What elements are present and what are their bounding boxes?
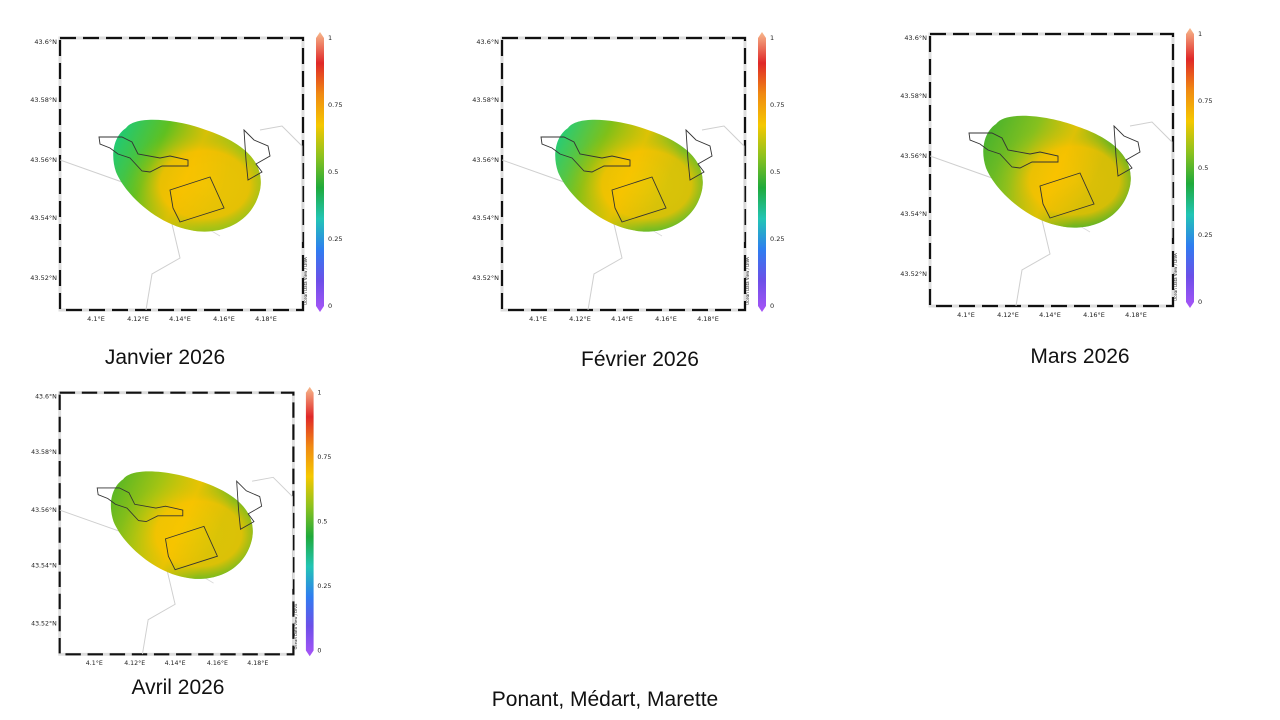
- colorbar-tick-label: 1: [328, 34, 332, 42]
- lat-tick-label: 43.58°N: [900, 92, 927, 100]
- colorbar-tick-label: 0.75: [328, 101, 342, 109]
- lat-tick-label: 43.58°N: [30, 96, 57, 104]
- colorbar-tick-label: 0.75: [317, 454, 331, 461]
- lat-tick-label: 43.56°N: [31, 506, 57, 514]
- lon-tick-label: 4.12°E: [127, 315, 149, 323]
- colorbar-tick-label: 0.5: [1198, 164, 1208, 172]
- lat-tick-label: 43.58°N: [472, 96, 499, 104]
- lon-tick-label: 4.18°E: [697, 315, 719, 323]
- colorbar-tick-label: 1: [770, 34, 774, 42]
- colorbar-tick-label: 0.5: [328, 168, 338, 176]
- colorbar-tick-label: 0.25: [328, 235, 342, 243]
- lon-tick-label: 4.16°E: [655, 315, 677, 323]
- lat-tick-label: 43.54°N: [30, 214, 57, 222]
- map-figure: 43.6°N 43.58°N 43.56°N 43.54°N 43.52°N 4.1°E 4…: [31, 386, 331, 667]
- lat-tick-label: 43.52°N: [30, 274, 57, 282]
- lat-tick-label: 43.54°N: [900, 210, 927, 218]
- panel-caption: Janvier 2026: [104, 346, 226, 369]
- lon-tick-label: 4.12°E: [124, 659, 145, 667]
- map-credit: Ocean Data View / DIVA: [745, 257, 750, 305]
- lon-tick-label: 4.18°E: [255, 315, 277, 323]
- map-panel: 43.6°N 43.58°N 43.56°N 43.54°N 43.52°N 4.1°E 4…: [30, 30, 342, 323]
- lon-tick-label: 4.14°E: [611, 315, 633, 323]
- lat-tick-label: 43.6°N: [904, 34, 927, 42]
- map-figure: 43.6°N 43.58°N 43.56°N 43.54°N 43.52°N 4.1°E 4…: [30, 32, 342, 323]
- lon-tick-label: 4.12°E: [997, 311, 1019, 319]
- lon-tick-label: 4.14°E: [165, 659, 186, 667]
- map-credit: Ocean Data View / DIVA: [1173, 253, 1178, 301]
- lat-tick-label: 43.52°N: [31, 619, 57, 627]
- lat-tick-label: 43.54°N: [472, 214, 499, 222]
- lon-tick-label: 4.1°E: [86, 659, 103, 667]
- lon-tick-label: 4.16°E: [1083, 311, 1105, 319]
- lat-tick-label: 43.6°N: [35, 392, 57, 400]
- lon-tick-label: 4.16°E: [213, 315, 235, 323]
- lon-tick-label: 4.18°E: [1125, 311, 1147, 319]
- colorbar: [316, 32, 324, 312]
- lat-tick-label: 43.56°N: [472, 156, 499, 164]
- colorbar: [758, 32, 766, 312]
- colorbar-tick-label: 0: [770, 302, 774, 310]
- colorbar-tick-label: 0.5: [770, 168, 780, 176]
- lat-tick-label: 43.54°N: [31, 562, 57, 570]
- colorbar: [305, 386, 314, 657]
- lon-tick-label: 4.1°E: [529, 315, 547, 323]
- colorbar-tick-label: 0.25: [317, 583, 331, 590]
- lat-tick-label: 43.58°N: [31, 448, 57, 456]
- lat-tick-label: 43.52°N: [472, 274, 499, 282]
- colorbar-tick-label: 0.75: [770, 101, 784, 109]
- map-panel: 43.6°N 43.58°N 43.56°N 43.54°N 43.52°N 4.1°E 4…: [30, 385, 331, 667]
- panel-caption: Mars 2026: [1030, 345, 1130, 368]
- colorbar-tick-label: 0: [328, 302, 332, 310]
- colorbar-tick-label: 0: [1198, 298, 1202, 306]
- lon-tick-label: 4.1°E: [957, 311, 975, 319]
- map-credit: Ocean Data View / DIVA: [303, 257, 308, 305]
- colorbar: [1186, 28, 1194, 308]
- lon-tick-label: 4.1°E: [87, 315, 105, 323]
- colorbar-tick-label: 0.5: [317, 519, 327, 526]
- lat-tick-label: 43.56°N: [900, 152, 927, 160]
- map-figure: 43.6°N 43.58°N 43.56°N 43.54°N 43.52°N 4.1°E 4…: [900, 28, 1212, 319]
- lon-tick-label: 4.16°E: [207, 659, 228, 667]
- map-figure: 43.6°N 43.58°N 43.56°N 43.54°N 43.52°N 4.1°E 4…: [472, 32, 784, 323]
- colorbar-tick-label: 0.25: [770, 235, 784, 243]
- colorbar-tick-label: 0.25: [1198, 231, 1212, 239]
- colorbar-tick-label: 1: [1198, 30, 1202, 38]
- lat-tick-label: 43.6°N: [476, 38, 499, 46]
- colorbar-tick-label: 1: [317, 390, 321, 397]
- panel-caption: Février 2026: [581, 348, 699, 371]
- lat-tick-label: 43.56°N: [30, 156, 57, 164]
- colorbar-tick-label: 0.75: [1198, 97, 1212, 105]
- map-panel: 43.6°N 43.58°N 43.56°N 43.54°N 43.52°N 4.1°E 4…: [472, 30, 784, 323]
- lat-tick-label: 43.6°N: [34, 38, 57, 46]
- panel-caption: Avril 2026: [131, 676, 225, 699]
- map-panel: 43.6°N 43.58°N 43.56°N 43.54°N 43.52°N 4.1°E 4…: [900, 26, 1212, 319]
- lon-tick-label: 4.12°E: [569, 315, 591, 323]
- lon-tick-label: 4.14°E: [169, 315, 191, 323]
- lat-tick-label: 43.52°N: [900, 270, 927, 278]
- lon-tick-label: 4.14°E: [1039, 311, 1061, 319]
- map-credit: Ocean Data View / DIVA: [293, 603, 298, 649]
- lon-tick-label: 4.18°E: [247, 659, 268, 667]
- colorbar-tick-label: 0: [317, 647, 321, 654]
- footer-title: Ponant, Médart, Marette: [491, 688, 719, 711]
